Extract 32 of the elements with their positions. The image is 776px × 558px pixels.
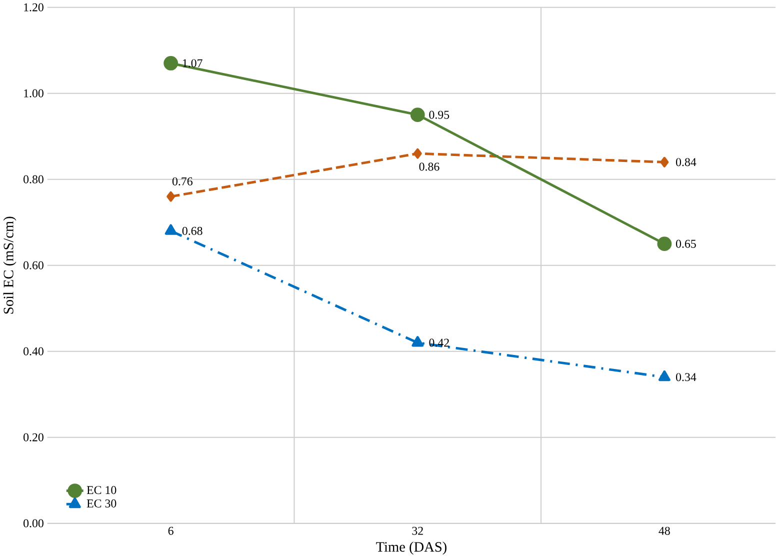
data-label: 0.84 bbox=[676, 158, 696, 166]
data-label: 0.34 bbox=[676, 373, 696, 382]
y-tick-label: 0.40 bbox=[24, 347, 44, 356]
data-label: 0.95 bbox=[429, 110, 450, 119]
y-axis-title: Soil EC (mS/cm) bbox=[3, 216, 16, 314]
data-label: 0.42 bbox=[429, 338, 449, 347]
x-axis-title: Time (DAS) bbox=[376, 542, 446, 555]
data-label: 0.68 bbox=[182, 226, 202, 236]
point bbox=[166, 191, 176, 202]
data-label: 0.65 bbox=[676, 240, 696, 248]
point bbox=[412, 336, 424, 347]
y-tick-label: 1.20 bbox=[24, 3, 44, 12]
y-tick-label: 0.60 bbox=[24, 261, 44, 270]
point bbox=[164, 56, 178, 70]
y-tick-label: 0.20 bbox=[24, 433, 44, 442]
y-tick-label: 1.00 bbox=[24, 89, 44, 98]
point bbox=[660, 156, 669, 168]
y-tick-label: 0.80 bbox=[24, 175, 44, 184]
point bbox=[410, 108, 425, 122]
legend-label: EC 10 bbox=[86, 486, 116, 494]
x-tick-label: 6 bbox=[168, 526, 174, 535]
x-tick-label: 32 bbox=[412, 526, 423, 535]
data-label: 0.76 bbox=[172, 177, 192, 186]
x-tick-label: 48 bbox=[658, 526, 670, 535]
data-label: 0.86 bbox=[419, 162, 440, 171]
legend-label: EC 30 bbox=[86, 499, 116, 508]
point bbox=[164, 224, 177, 235]
point bbox=[413, 148, 422, 159]
data-label: 1.07 bbox=[182, 59, 202, 68]
point bbox=[658, 370, 670, 382]
point bbox=[657, 236, 672, 252]
y-tick-label: 0.00 bbox=[24, 519, 44, 528]
